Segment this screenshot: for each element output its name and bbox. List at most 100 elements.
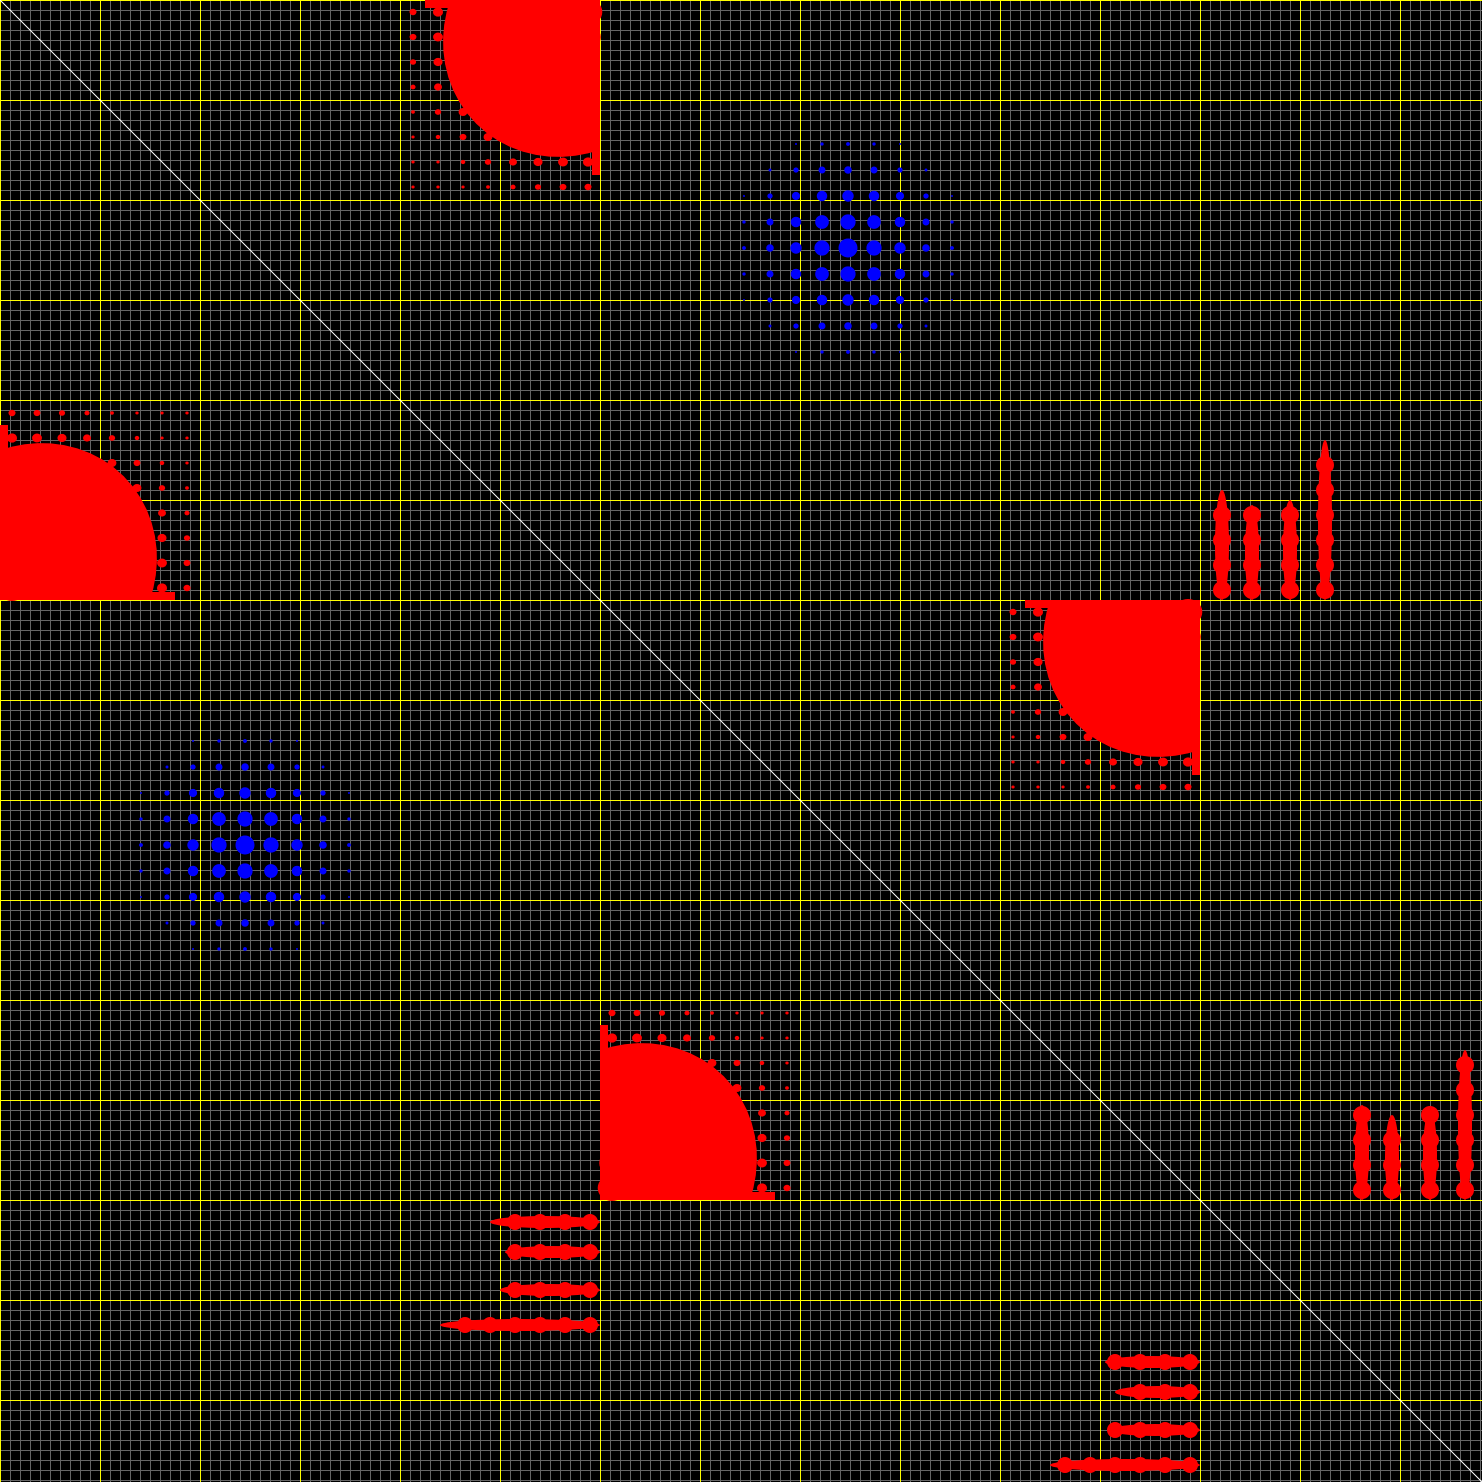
- blob: [1010, 684, 1016, 690]
- blob: [436, 185, 440, 189]
- blob: [1056, 606, 1070, 618]
- blob: [868, 190, 880, 202]
- blob: [758, 1085, 766, 1091]
- blob: [815, 215, 829, 229]
- blob: [30, 457, 44, 469]
- row-stripe: [1110, 1424, 1200, 1436]
- blob: [160, 411, 164, 415]
- blob: [106, 482, 118, 494]
- blob: [291, 839, 303, 851]
- blob: [838, 238, 858, 258]
- blob: [1059, 733, 1067, 741]
- blob: [503, 28, 523, 46]
- blob: [1173, 599, 1203, 625]
- blob: [532, 1282, 548, 1298]
- blob: [130, 582, 144, 594]
- blob: [433, 32, 443, 42]
- blob: [486, 185, 490, 189]
- blob: [1011, 710, 1015, 714]
- blob: [1060, 759, 1066, 765]
- blob: [1182, 1457, 1198, 1473]
- blob: [217, 947, 221, 951]
- blob: [1383, 1181, 1401, 1199]
- blob: [814, 240, 830, 256]
- blob: [950, 246, 954, 250]
- blob: [1155, 704, 1171, 720]
- blob: [603, 1080, 621, 1096]
- blob: [1316, 456, 1334, 474]
- blob: [1080, 655, 1096, 669]
- blob: [509, 158, 517, 166]
- blob: [1213, 531, 1231, 549]
- blob: [1061, 785, 1065, 789]
- blob: [582, 1244, 598, 1260]
- blob: [239, 891, 251, 903]
- blob: [895, 191, 905, 201]
- blob: [158, 509, 166, 517]
- blob: [457, 1317, 473, 1333]
- blob: [164, 790, 170, 796]
- blob: [1157, 1422, 1173, 1438]
- blob: [733, 1059, 741, 1067]
- blob: [1243, 556, 1261, 574]
- blob: [550, 25, 576, 49]
- blob: [844, 166, 852, 174]
- blob: [584, 183, 592, 191]
- blob: [742, 298, 746, 302]
- blob: [58, 410, 66, 416]
- blob: [1080, 629, 1096, 645]
- blob: [557, 1244, 573, 1260]
- blob: [533, 157, 543, 167]
- blob: [1109, 758, 1117, 766]
- blob: [435, 134, 441, 140]
- blob: [50, 577, 74, 599]
- blob: [707, 1058, 717, 1068]
- blob: [703, 1180, 721, 1196]
- blob: [191, 739, 195, 743]
- blob: [132, 483, 142, 493]
- blob: [730, 1182, 744, 1194]
- blob: [870, 166, 878, 174]
- blob: [557, 1214, 573, 1230]
- blob: [409, 33, 417, 41]
- blob: [867, 215, 881, 229]
- blob: [187, 865, 199, 877]
- blob: [897, 323, 903, 329]
- blob: [188, 788, 198, 798]
- blob: [734, 1035, 740, 1041]
- blob: [410, 84, 416, 90]
- blob: [785, 1036, 789, 1040]
- blob: [1036, 760, 1040, 764]
- blob: [794, 350, 798, 354]
- blob: [582, 1214, 598, 1230]
- blob: [1103, 603, 1123, 621]
- blob: [528, 52, 548, 72]
- blob: [131, 508, 143, 518]
- blob: [1057, 1457, 1073, 1473]
- blob: [237, 863, 253, 879]
- blob: [1034, 709, 1042, 715]
- blob: [526, 1, 550, 23]
- column-stripe: [1283, 500, 1297, 600]
- blob: [1159, 783, 1167, 791]
- blob: [183, 559, 191, 567]
- blob: [319, 867, 327, 875]
- blob: [291, 813, 303, 825]
- blob: [215, 763, 223, 771]
- blob: [187, 839, 199, 851]
- blob: [6, 433, 18, 443]
- blob: [26, 528, 48, 548]
- blob: [1316, 506, 1334, 524]
- blob: [557, 1282, 573, 1298]
- blob: [243, 739, 247, 743]
- blob: [894, 242, 906, 254]
- blob: [602, 1104, 622, 1122]
- blob: [52, 528, 72, 548]
- blob: [742, 272, 746, 276]
- blob: [482, 106, 494, 118]
- blob: [27, 504, 47, 522]
- blob: [1316, 481, 1334, 499]
- column-stripe: [1245, 505, 1259, 600]
